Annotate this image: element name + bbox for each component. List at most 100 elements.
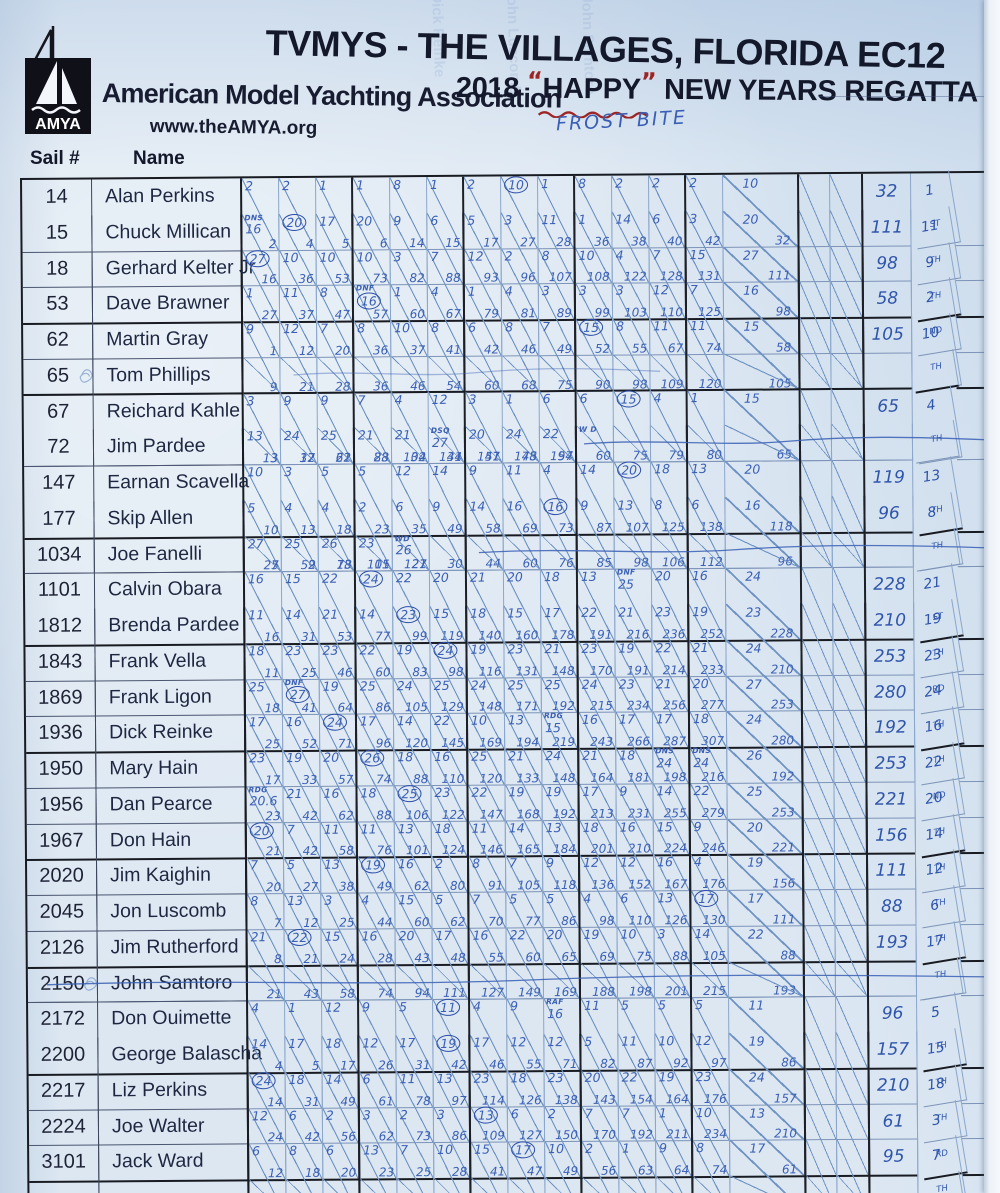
race-score: 5 (658, 997, 667, 1013)
circled-throwout-score: 24 (358, 570, 383, 588)
race-score: 10 (394, 320, 411, 336)
race-score: 2 (399, 1106, 408, 1122)
race-score: 10 (470, 712, 487, 728)
place-number: 21 (922, 574, 943, 594)
race-score: 25 (471, 748, 488, 764)
place-cell (914, 956, 964, 1000)
race-score: 1 (658, 1104, 667, 1120)
red-quote-close-mark: ” (640, 67, 657, 96)
race-score: 19 (545, 783, 562, 799)
race-score: 21 (544, 640, 561, 656)
race-score-cell: WD 26 127 (392, 534, 430, 572)
race-score: 5 (247, 500, 256, 516)
race-score: 1 (393, 284, 402, 300)
race-score: 11 (436, 999, 461, 1017)
circled-throwout-score: 11 (436, 999, 461, 1017)
race-score: 9 (510, 998, 519, 1014)
place-cell (911, 527, 961, 571)
race-score: 16 (691, 568, 708, 584)
race-score: 7 (357, 391, 366, 408)
race-score-cell: 24 37 (280, 428, 319, 465)
circled-throwout-score: 15 (579, 318, 604, 336)
column-header-sail: Sail # (30, 148, 80, 169)
race-score: 19 (286, 749, 303, 766)
race-score: 12 (619, 854, 636, 870)
race-score: 24 (745, 640, 762, 656)
race-score: 19 (508, 784, 525, 800)
race-score: 24 (470, 677, 487, 693)
circled-throwout-score: 16 (356, 292, 381, 310)
place-number: 1 (923, 182, 936, 200)
spare-cell (837, 1174, 871, 1193)
spare-cell (800, 424, 833, 462)
race-score: 9 (545, 855, 555, 871)
race-score: 17 (319, 213, 336, 229)
race-score: 11 (748, 997, 765, 1013)
race-score: 2 (245, 178, 254, 194)
place-number: 7 (930, 1147, 943, 1165)
race-score: 15 (433, 605, 450, 621)
race-score: 16 (247, 571, 264, 587)
race-score: 8 (471, 855, 481, 871)
race-score: 8 (616, 318, 625, 334)
race-score: 16 (245, 221, 262, 237)
race-score: 26 (395, 542, 412, 558)
race-score: 12 (510, 1034, 527, 1050)
race-score: 12 (431, 391, 448, 407)
circled-throwout-score: 17 (511, 1141, 536, 1159)
race-score: 27 (431, 434, 448, 450)
race-score: 20 (617, 461, 642, 479)
racer-name-cell (99, 1179, 250, 1193)
race-score: 16 (619, 819, 636, 835)
race-score-cell (395, 963, 434, 1001)
race-score: 15 (507, 605, 524, 621)
race-score: 1 (541, 176, 550, 192)
race-score: 3 (541, 283, 550, 299)
race-score: 21 (508, 748, 525, 764)
race-score: 22 (433, 713, 450, 729)
race-score: 5 (509, 891, 518, 907)
race-score-cell (613, 425, 652, 463)
event-quoted-word: HAPPY (537, 73, 647, 119)
race-score: 8 (505, 319, 514, 335)
race-score: 6 (430, 212, 439, 228)
race-score-cell (654, 961, 693, 999)
race-score-cell (280, 356, 318, 395)
race-score: 8 (696, 1140, 705, 1156)
race-score: 8 (541, 247, 550, 263)
race-score: 19 (360, 856, 386, 874)
race-score-cell (429, 534, 467, 572)
place-number: 20 (923, 789, 945, 808)
race-score: 6 (362, 1071, 371, 1087)
race-score: 24 (656, 754, 673, 770)
race-score: 21 (250, 928, 267, 945)
race-score: 15 (656, 818, 673, 834)
race-score: 13 (323, 856, 341, 873)
race-score: 19 (748, 1033, 765, 1049)
race-score: 11 (360, 820, 377, 837)
race-score: 11 (506, 462, 523, 478)
race-score-cell: W D (576, 425, 615, 463)
race-score: 23 (547, 1069, 564, 1085)
cumulative-score: 13 (262, 450, 279, 465)
race-score: 4 (653, 389, 662, 405)
race-score: 14 (285, 606, 302, 623)
race-score: 10 (578, 247, 595, 263)
race-score-cell (613, 354, 651, 392)
race-score: 17 (655, 711, 672, 727)
race-score: 13 (397, 820, 414, 836)
race-score: 4 (321, 499, 330, 515)
circled-throwout-score: 26 (360, 749, 385, 767)
race-score: 4 (251, 1000, 260, 1016)
race-score: 11 (471, 820, 488, 836)
race-score: 25 (746, 783, 763, 799)
race-score-cell (688, 532, 726, 570)
race-score: 25 (433, 677, 450, 693)
race-score: 16 (323, 785, 340, 801)
race-score: 11 (690, 317, 707, 334)
race-score-cell (651, 532, 689, 570)
place-number: 19 (922, 610, 943, 629)
race-score: 12 (362, 1035, 379, 1051)
race-score: 15 (324, 928, 341, 944)
